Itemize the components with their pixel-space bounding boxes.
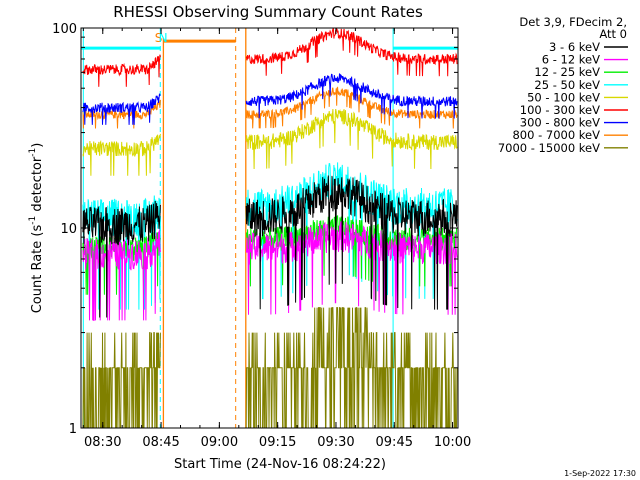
y-tick-label: 1 [69,422,77,437]
chart-title: RHESSI Observing Summary Count Rates [113,3,423,21]
legend-label-7: 800 - 7000 keV [512,128,600,142]
legend-label-1: 6 - 12 keV [542,53,600,67]
y-tick-label: 100 [52,22,77,37]
x-tick-label: 08:30 [84,435,121,450]
y-axis: 1 10 100 [52,22,458,437]
y-tick-label: 10 [60,222,77,237]
series-trace-8-seg-1 [245,307,458,429]
series-trace-8-seg-0 [82,332,161,429]
x-axis-label: Start Time (24-Nov-16 08:24:22) [174,457,386,472]
series-trace-5-seg-0 [82,54,161,87]
night-flag-marker: N [159,31,168,45]
legend-header-2: Att 0 [599,27,627,41]
legend-label-4: 50 - 100 keV [527,90,600,104]
x-tick-label: 10:00 [434,435,471,450]
series-trace-4-seg-1 [245,109,458,170]
series-trace-4-seg-0 [82,133,161,176]
legend-label-8: 7000 - 15000 keV [498,141,600,155]
series-trace-0-seg-1 [245,175,458,310]
plot-area: SN [81,27,459,429]
series-trace-0-seg-0 [82,200,161,318]
x-tick-label: 09:30 [317,435,354,450]
legend-header-1: Det 3,9, FDecim 2, [519,15,627,29]
series-trace-5-seg-1 [245,27,458,77]
series-trace-6-seg-1 [245,73,458,119]
footer-timestamp: 1-Sep-2022 17:30 [564,469,636,478]
series-trace-1-seg-1 [245,221,458,315]
legend-label-6: 300 - 800 keV [520,116,600,130]
legend-label-3: 25 - 50 keV [534,78,600,92]
x-tick-label: 08:45 [142,435,179,450]
x-axis: 08:30 08:45 09:00 09:15 09:30 09:45 10:00 [82,28,471,450]
series-trace-6-seg-0 [82,93,161,125]
x-tick-label: 09:00 [201,435,238,450]
legend-label-2: 12 - 25 keV [534,65,600,79]
x-tick-label: 09:45 [376,435,413,450]
legend-label-5: 100 - 300 keV [520,103,600,117]
x-tick-label: 09:15 [259,435,296,450]
series-trace-7-seg-1 [245,86,458,129]
series-trace-1-seg-0 [82,229,161,321]
saa-flag-marker: S [155,31,163,45]
legend-label-0: 3 - 6 keV [549,40,600,54]
y-axis-label: Count Rate (s-1 detector-1) [28,143,45,314]
